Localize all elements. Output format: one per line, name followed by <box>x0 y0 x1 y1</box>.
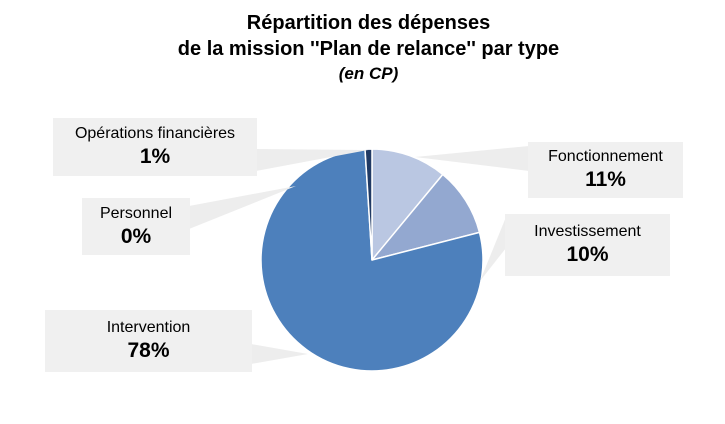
callout-investissement: Investissement 10% <box>505 214 670 276</box>
chart-subtitle: (en CP) <box>338 64 399 83</box>
callout-value: 78% <box>127 339 170 362</box>
leader-investissement <box>480 217 506 281</box>
callout-value: 1% <box>139 145 171 168</box>
callout-operations-financieres: Opérations financières 1% <box>53 118 257 176</box>
callout-label: Opérations financières <box>74 125 236 142</box>
leader-personnel <box>189 186 296 229</box>
leader-operations-financieres <box>256 149 368 171</box>
callout-fonctionnement: Fonctionnement 11% <box>528 142 683 198</box>
callout-value: 10% <box>566 243 609 266</box>
chart-title-line1: Répartition des dépenses <box>246 12 491 34</box>
callout-value: 11% <box>585 168 626 191</box>
callout-personnel: Personnel 0% <box>82 198 190 255</box>
callout-value: 0% <box>120 224 152 248</box>
pie-slice-fonctionnement <box>371 148 444 261</box>
chart-title-line2: de la mission ''Plan de relance'' par ty… <box>177 38 560 60</box>
callout-label: Personnel <box>99 204 173 222</box>
callout-label: Fonctionnement <box>548 148 663 165</box>
pie-slice-operations-financieres <box>364 148 373 261</box>
leader-fonctionnement <box>415 146 529 171</box>
callout-label: Intervention <box>106 319 191 336</box>
leader-intervention <box>251 344 308 364</box>
callout-label: Investissement <box>534 223 641 240</box>
callout-intervention: Intervention 78% <box>45 310 252 372</box>
chart-title: Répartition des dépenses de la mission '… <box>0 10 725 86</box>
